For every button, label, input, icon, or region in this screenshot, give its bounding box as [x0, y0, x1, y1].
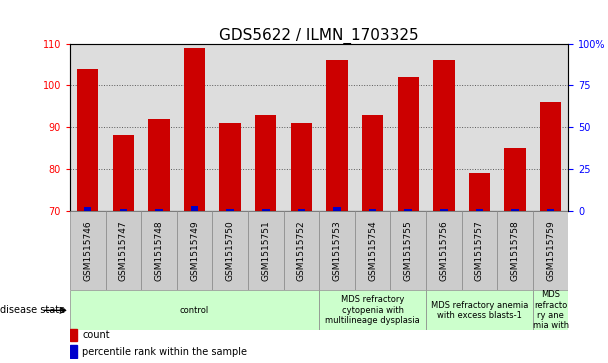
- Bar: [433, 60, 455, 211]
- Bar: [155, 209, 163, 211]
- Bar: [505, 148, 526, 211]
- Bar: [219, 123, 241, 211]
- Text: GSM1515752: GSM1515752: [297, 220, 306, 281]
- Bar: [333, 207, 340, 211]
- Bar: [191, 205, 198, 211]
- Text: MDS refractory
cytopenia with
multilineage dysplasia: MDS refractory cytopenia with multilinea…: [325, 295, 420, 325]
- Bar: [540, 102, 561, 211]
- Bar: [120, 209, 127, 211]
- Text: GSM1515756: GSM1515756: [440, 220, 448, 281]
- Text: GSM1515747: GSM1515747: [119, 220, 128, 281]
- Title: GDS5622 / ILMN_1703325: GDS5622 / ILMN_1703325: [219, 27, 419, 44]
- Text: disease state: disease state: [0, 305, 65, 315]
- FancyBboxPatch shape: [319, 290, 426, 330]
- Text: GSM1515758: GSM1515758: [511, 220, 520, 281]
- Text: percentile rank within the sample: percentile rank within the sample: [82, 347, 247, 356]
- Bar: [369, 209, 376, 211]
- Bar: [469, 173, 490, 211]
- Text: GSM1515753: GSM1515753: [333, 220, 342, 281]
- Bar: [326, 60, 348, 211]
- FancyBboxPatch shape: [212, 211, 248, 290]
- FancyBboxPatch shape: [533, 290, 568, 330]
- FancyBboxPatch shape: [177, 211, 212, 290]
- Text: GSM1515751: GSM1515751: [261, 220, 271, 281]
- Bar: [440, 209, 447, 211]
- FancyBboxPatch shape: [355, 211, 390, 290]
- Text: GSM1515759: GSM1515759: [546, 220, 555, 281]
- FancyBboxPatch shape: [426, 290, 533, 330]
- Text: GSM1515750: GSM1515750: [226, 220, 235, 281]
- FancyBboxPatch shape: [283, 211, 319, 290]
- Bar: [226, 209, 234, 211]
- Text: GSM1515755: GSM1515755: [404, 220, 413, 281]
- Text: GSM1515754: GSM1515754: [368, 220, 377, 281]
- Bar: [70, 345, 77, 358]
- FancyBboxPatch shape: [390, 211, 426, 290]
- Bar: [77, 69, 98, 211]
- FancyBboxPatch shape: [426, 211, 461, 290]
- FancyBboxPatch shape: [497, 211, 533, 290]
- Bar: [475, 209, 483, 211]
- FancyBboxPatch shape: [248, 211, 283, 290]
- Bar: [511, 209, 519, 211]
- Bar: [398, 77, 419, 211]
- Text: control: control: [180, 306, 209, 315]
- Text: GSM1515748: GSM1515748: [154, 220, 164, 281]
- FancyBboxPatch shape: [70, 290, 319, 330]
- Bar: [84, 207, 91, 211]
- Bar: [298, 209, 305, 211]
- Bar: [255, 114, 277, 211]
- Bar: [148, 119, 170, 211]
- Bar: [184, 48, 206, 211]
- FancyBboxPatch shape: [319, 211, 355, 290]
- Text: count: count: [82, 330, 110, 340]
- Text: MDS refractory anemia
with excess blasts-1: MDS refractory anemia with excess blasts…: [430, 301, 528, 320]
- FancyBboxPatch shape: [141, 211, 177, 290]
- Text: GSM1515746: GSM1515746: [83, 220, 92, 281]
- Text: MDS
refracto
ry ane
mia with: MDS refracto ry ane mia with: [533, 290, 568, 330]
- Bar: [112, 135, 134, 211]
- Bar: [362, 114, 383, 211]
- Bar: [404, 209, 412, 211]
- Text: GSM1515749: GSM1515749: [190, 220, 199, 281]
- Bar: [70, 329, 77, 341]
- Bar: [547, 209, 554, 211]
- Bar: [262, 209, 269, 211]
- FancyBboxPatch shape: [70, 211, 106, 290]
- Bar: [291, 123, 312, 211]
- FancyBboxPatch shape: [461, 211, 497, 290]
- FancyBboxPatch shape: [106, 211, 141, 290]
- Text: GSM1515757: GSM1515757: [475, 220, 484, 281]
- FancyBboxPatch shape: [533, 211, 568, 290]
